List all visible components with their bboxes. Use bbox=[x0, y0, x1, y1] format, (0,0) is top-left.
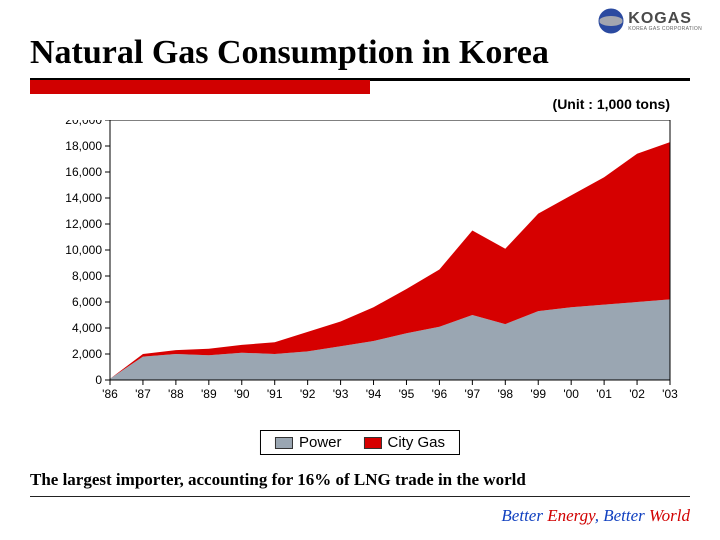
legend-swatch-icon bbox=[364, 437, 382, 449]
tagline: Better Energy, Better World bbox=[501, 506, 690, 526]
logo-main-text: KOGAS bbox=[628, 11, 702, 27]
logo-sub-text: KOREA GAS CORPORATION bbox=[628, 27, 702, 32]
svg-text:'96: '96 bbox=[432, 387, 448, 401]
title-red-bar bbox=[30, 80, 370, 94]
svg-text:6,000: 6,000 bbox=[72, 295, 102, 309]
svg-text:'88: '88 bbox=[168, 387, 184, 401]
svg-text:'89: '89 bbox=[201, 387, 217, 401]
svg-text:4,000: 4,000 bbox=[72, 321, 102, 335]
svg-text:'94: '94 bbox=[366, 387, 382, 401]
caption-text: The largest importer, accounting for 16%… bbox=[30, 470, 690, 497]
legend-item: Power bbox=[275, 434, 342, 451]
unit-label: (Unit : 1,000 tons) bbox=[553, 96, 670, 112]
svg-text:'91: '91 bbox=[267, 387, 283, 401]
brand-logo: KOGAS KOREA GAS CORPORATION bbox=[598, 8, 702, 34]
svg-text:20,000: 20,000 bbox=[65, 120, 102, 127]
svg-text:8,000: 8,000 bbox=[72, 269, 102, 283]
stacked-area-chart: 0 2,000 4,000 6,000 8,000 10,000 12,000 14,000 1… bbox=[40, 120, 680, 430]
svg-text:18,000: 18,000 bbox=[65, 139, 102, 153]
svg-text:0: 0 bbox=[95, 373, 102, 387]
svg-text:'02: '02 bbox=[629, 387, 645, 401]
svg-text:'03: '03 bbox=[662, 387, 678, 401]
globe-icon bbox=[598, 8, 624, 34]
chart-legend: Power City Gas bbox=[260, 430, 460, 455]
chart-area: 0 2,000 4,000 6,000 8,000 10,000 12,000 14,000 1… bbox=[40, 120, 680, 430]
svg-text:'92: '92 bbox=[300, 387, 316, 401]
svg-text:'98: '98 bbox=[497, 387, 513, 401]
svg-text:'00: '00 bbox=[563, 387, 579, 401]
svg-text:12,000: 12,000 bbox=[65, 217, 102, 231]
legend-label: Power bbox=[299, 434, 342, 451]
svg-text:'99: '99 bbox=[530, 387, 546, 401]
svg-text:14,000: 14,000 bbox=[65, 191, 102, 205]
page-title: Natural Gas Consumption in Korea bbox=[30, 34, 690, 72]
legend-swatch-icon bbox=[275, 437, 293, 449]
svg-text:10,000: 10,000 bbox=[65, 243, 102, 257]
svg-text:'90: '90 bbox=[234, 387, 250, 401]
svg-text:'95: '95 bbox=[399, 387, 415, 401]
svg-text:'86: '86 bbox=[102, 387, 118, 401]
legend-label: City Gas bbox=[388, 434, 446, 451]
svg-text:'01: '01 bbox=[596, 387, 612, 401]
svg-text:2,000: 2,000 bbox=[72, 347, 102, 361]
svg-text:'87: '87 bbox=[135, 387, 151, 401]
legend-item: City Gas bbox=[364, 434, 446, 451]
svg-text:'97: '97 bbox=[465, 387, 481, 401]
svg-text:'93: '93 bbox=[333, 387, 349, 401]
svg-text:16,000: 16,000 bbox=[65, 165, 102, 179]
